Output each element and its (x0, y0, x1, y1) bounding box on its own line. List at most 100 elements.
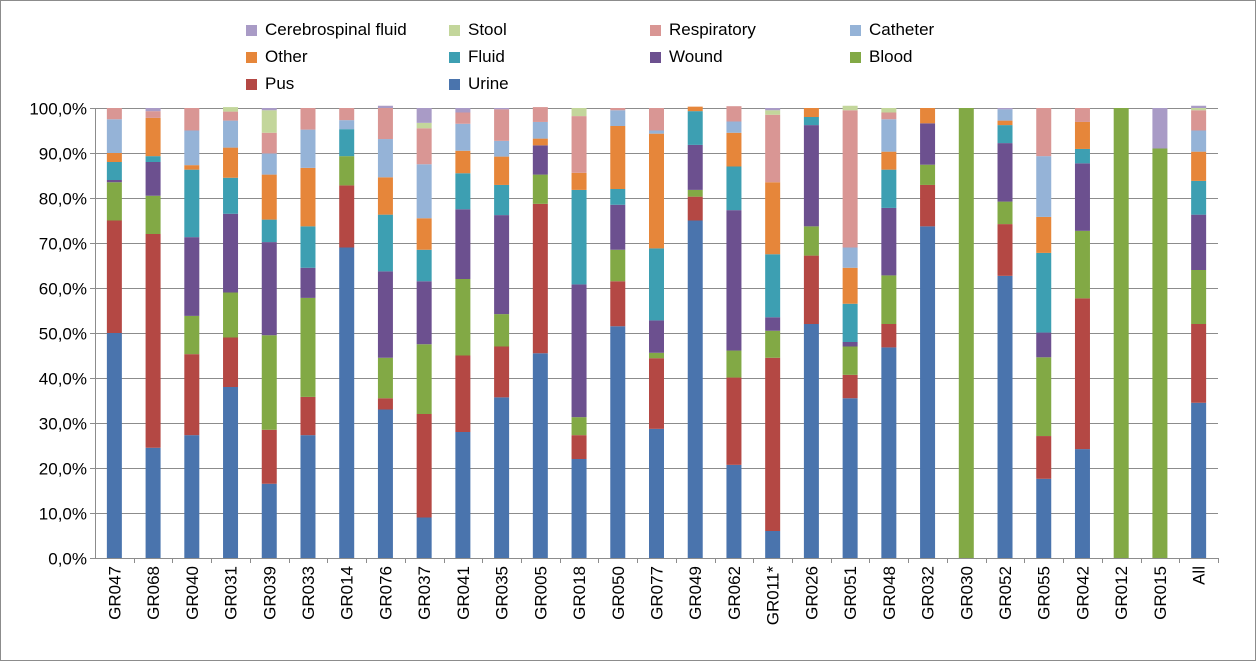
bar-segment (261, 110, 277, 133)
bar-segment (726, 106, 742, 122)
bar-segment (145, 111, 161, 118)
bar-segment (300, 297, 316, 397)
bar-segment (339, 185, 355, 248)
bar-segment (1036, 108, 1052, 157)
bar-segment (1074, 121, 1090, 149)
bar-segment (145, 234, 161, 448)
bar-segment (184, 237, 200, 316)
y-tick-label: 20,0% (39, 460, 87, 479)
bar-segment (106, 119, 122, 153)
bar-segment (1036, 332, 1052, 358)
bar-segment (416, 128, 432, 165)
bar-segment (455, 279, 471, 356)
bar-segment (571, 172, 587, 190)
bar-segment (610, 108, 626, 111)
x-tick-label: GR012 (1112, 566, 1131, 620)
bar-segment (881, 324, 897, 348)
legend-swatch (650, 24, 661, 36)
x-tick-label: GR051 (841, 566, 860, 620)
bar-segment (184, 130, 200, 166)
x-tick-label: GR055 (1035, 566, 1054, 620)
bar-segment (377, 271, 393, 358)
bar-segment (223, 337, 239, 387)
bar-segment (571, 435, 587, 459)
bar-segment (339, 120, 355, 130)
bar-segment (300, 396, 316, 436)
legend-label: Stool (468, 20, 507, 39)
legend-swatch (246, 78, 257, 90)
chart-legend: Cerebrospinal fluid Stool Respiratory Ca… (0, 0, 1256, 100)
bar-segment (765, 182, 781, 255)
legend-label: Cerebrospinal fluid (265, 20, 407, 39)
bar-segment (958, 108, 974, 558)
bar-segment (106, 182, 122, 221)
bar-segment (300, 108, 316, 130)
bar-segment (920, 184, 936, 227)
bar-segment (455, 123, 471, 151)
x-tick-label: GR014 (338, 566, 357, 620)
bar-segment (842, 267, 858, 304)
bar-segment (842, 110, 858, 248)
x-tick-label: GR040 (183, 566, 202, 620)
bar-segment (997, 125, 1013, 144)
bar-segment (532, 145, 548, 175)
legend-item-urine: Urine (449, 73, 509, 95)
bar-segment (416, 281, 432, 345)
bar-segment (145, 162, 161, 196)
bar-segment (1152, 148, 1168, 558)
legend-label: Wound (669, 47, 723, 66)
bar-segment (1191, 130, 1207, 152)
bar-segment (184, 435, 200, 558)
bar-segment (649, 428, 664, 558)
bar-segment (223, 387, 239, 558)
bar-segment (1074, 163, 1090, 231)
x-tick-label: GR068 (144, 566, 163, 620)
bar-segment (1036, 357, 1052, 437)
bar-segment (1036, 252, 1052, 333)
bar-segment (1191, 105, 1207, 108)
bar-segment (571, 284, 587, 418)
bar-segment (145, 447, 161, 558)
x-tick-label: GR052 (996, 566, 1015, 620)
bar-segment (1074, 108, 1090, 122)
bar-segment (184, 315, 200, 355)
bar-segment (145, 117, 161, 157)
bar-segment (765, 108, 781, 111)
bar-segment (765, 110, 781, 115)
bar-segment (920, 164, 936, 185)
bar-segment (377, 108, 393, 140)
bar-segment (842, 342, 858, 347)
bar-segment (106, 108, 122, 120)
y-tick-label: 70,0% (39, 235, 87, 254)
bar-segment (261, 483, 277, 558)
bar-segment (106, 162, 122, 180)
bar-segment (1113, 108, 1129, 558)
bar-segment (223, 292, 239, 338)
bar-segment (649, 320, 664, 353)
bar-segment (1036, 478, 1052, 558)
y-tick-label: 10,0% (39, 505, 87, 524)
bar-segment (765, 330, 781, 358)
bar-segment (1036, 436, 1052, 479)
bar-segment (649, 352, 664, 359)
x-tick-label: GR011* (764, 566, 783, 626)
bar-segment (455, 108, 471, 113)
bar-segment (416, 108, 432, 123)
bar-segment (416, 122, 432, 129)
bar-segment (649, 133, 664, 249)
bar-segment (687, 111, 703, 145)
bar-segment (726, 121, 742, 133)
legend-item-other: Other (246, 46, 308, 68)
x-tick-label: GR042 (1073, 566, 1092, 620)
x-tick-label: GR026 (802, 566, 821, 620)
bar-segment (1191, 110, 1207, 131)
bar-segment (726, 166, 742, 211)
bar-segment (1191, 151, 1207, 181)
bar-segment (765, 254, 781, 318)
bar-segment (300, 267, 316, 298)
bar-segment (920, 226, 936, 558)
bar-segment (571, 116, 587, 173)
bar-segment (494, 184, 510, 216)
bar-segment (687, 106, 703, 112)
bar-segment (997, 201, 1013, 225)
